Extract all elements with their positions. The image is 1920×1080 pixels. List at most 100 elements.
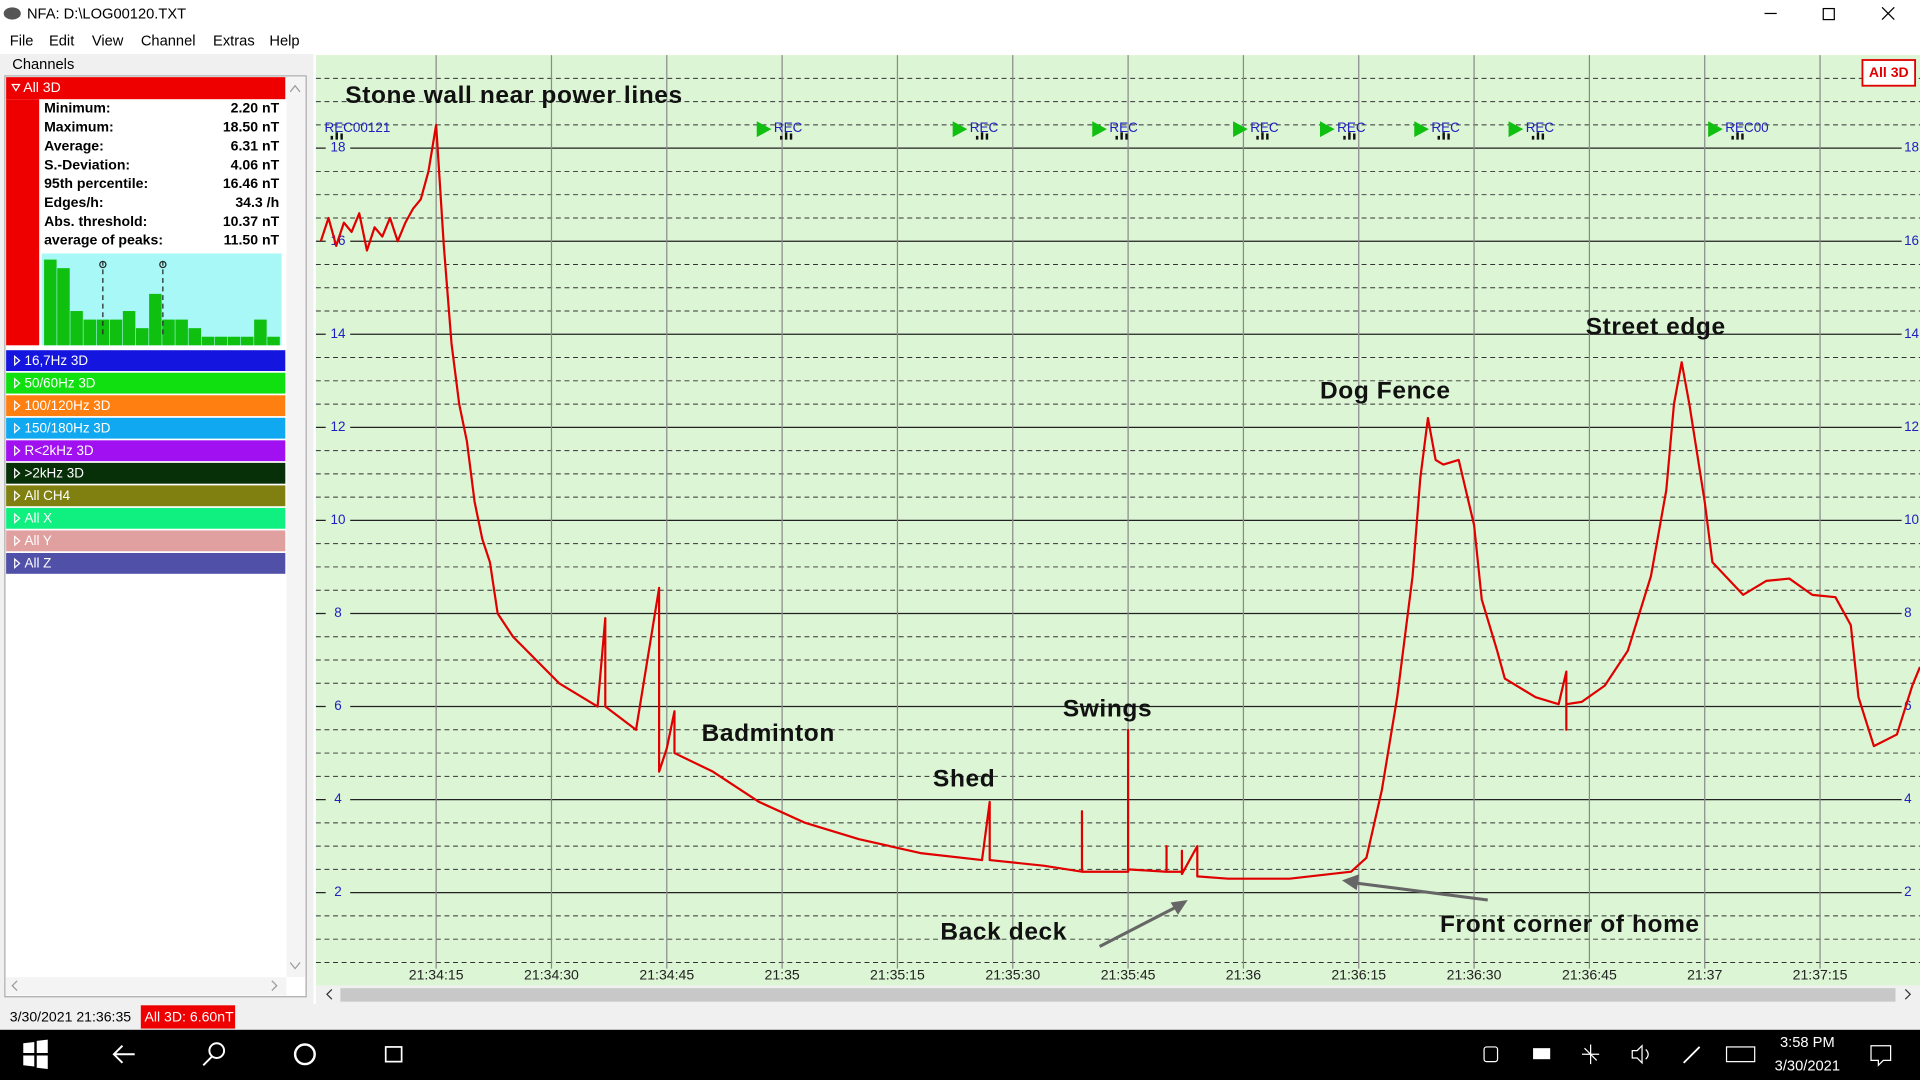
record-marker[interactable]: REC <box>1431 120 1460 135</box>
collapse-icon <box>14 354 21 367</box>
menu-item[interactable]: Help <box>269 34 299 50</box>
channel-row[interactable] <box>6 395 286 417</box>
record-marker[interactable]: REC <box>970 120 999 135</box>
record-marker[interactable]: REC <box>1337 120 1366 135</box>
scroll-arrows[interactable] <box>326 988 1912 1000</box>
tick-label-background <box>1901 511 1920 529</box>
play-marker[interactable] <box>1414 121 1429 138</box>
vertical-scrollbar[interactable] <box>286 77 305 978</box>
scroll-up[interactable] <box>289 84 301 93</box>
annotation: Stone wall near power lines <box>345 82 682 109</box>
menu-item[interactable]: Channel <box>141 34 196 50</box>
y-tick-label: 2 <box>334 884 341 899</box>
channel-row[interactable] <box>6 372 286 394</box>
channel-row[interactable] <box>6 552 286 574</box>
arrow <box>1354 881 1488 902</box>
clock-time[interactable]: 3:58 PM <box>1780 1035 1835 1051</box>
y-tick-label: 6 <box>334 698 341 713</box>
channel-row[interactable] <box>6 485 286 507</box>
y-tick-label: 18 <box>330 140 345 155</box>
histogram-bar <box>214 336 228 346</box>
play-marker[interactable] <box>1320 121 1335 138</box>
record-marker[interactable]: REC00121 <box>324 120 390 135</box>
channel-row[interactable] <box>6 530 286 552</box>
stat-value: 11.50 nT <box>224 232 280 248</box>
tick-label-background <box>1901 791 1920 809</box>
back-button[interactable] <box>112 1045 135 1064</box>
tick-label-background <box>1901 232 1920 250</box>
window-title: NFA: D:\LOG00120.TXT <box>27 7 186 23</box>
task-view-button[interactable] <box>384 1046 403 1063</box>
histogram-bar <box>109 319 123 346</box>
active-channel-row[interactable] <box>6 77 286 100</box>
play-marker[interactable] <box>756 121 772 138</box>
close-button[interactable] <box>1881 6 1895 21</box>
pen-icon[interactable] <box>1683 1046 1701 1064</box>
stat-label: Edges/h: <box>44 194 103 210</box>
annotation: Front corner of home <box>1440 911 1700 938</box>
menu-item[interactable]: View <box>92 34 124 50</box>
arrow <box>1098 904 1179 948</box>
status-bar <box>0 1004 1920 1030</box>
horizontal-scrollbar[interactable] <box>6 977 287 996</box>
channel-row[interactable] <box>6 507 286 529</box>
y-tick-label-right: 16 <box>1904 233 1919 248</box>
record-marker[interactable]: REC <box>1250 120 1279 135</box>
collapse-icon <box>14 512 21 524</box>
menu-item[interactable]: Edit <box>49 34 74 50</box>
record-ticks <box>1115 132 1128 140</box>
play-marker[interactable] <box>1708 121 1723 138</box>
histogram-bar <box>162 319 175 346</box>
menu-item[interactable]: File <box>10 34 34 50</box>
volume-icon[interactable] <box>1631 1044 1649 1065</box>
stat-label: Average: <box>44 137 104 153</box>
channel-row[interactable] <box>6 417 286 439</box>
play-marker[interactable] <box>952 121 968 138</box>
record-marker[interactable]: REC <box>1109 120 1138 135</box>
play-marker[interactable] <box>1092 121 1107 138</box>
start-button[interactable] <box>23 1039 48 1069</box>
search-handle <box>202 1056 213 1066</box>
histogram-bar <box>135 328 149 346</box>
keyboard-icon[interactable] <box>1725 1046 1756 1063</box>
airplane-icon[interactable] <box>1582 1044 1600 1065</box>
scroll-thumb[interactable] <box>340 988 1896 1002</box>
data-line <box>319 123 1920 880</box>
record-ticks <box>1343 132 1356 140</box>
cortana-button[interactable] <box>293 1043 316 1066</box>
battery-icon[interactable] <box>1533 1048 1551 1060</box>
stat-value: 16.46 nT <box>223 175 280 191</box>
menu-item[interactable]: Extras <box>213 34 255 50</box>
channel-name: 100/120Hz 3D <box>24 398 110 413</box>
tick-label-background <box>325 139 351 157</box>
play-marker[interactable] <box>1508 121 1524 138</box>
channel-row[interactable] <box>6 462 286 484</box>
notifications-icon[interactable] <box>1870 1045 1892 1067</box>
tick-label-background <box>325 791 351 809</box>
channel-label-box <box>1861 59 1917 87</box>
scroll-down[interactable] <box>289 962 301 970</box>
tray-icon[interactable] <box>1483 1046 1499 1063</box>
record-ticks <box>1437 132 1450 140</box>
scroll-arrows[interactable] <box>11 980 278 992</box>
clock-date[interactable]: 3/30/2021 <box>1775 1058 1840 1074</box>
restore-button[interactable] <box>1822 7 1835 21</box>
record-marker[interactable]: REC00 <box>1725 120 1768 135</box>
channel-row[interactable] <box>6 350 286 372</box>
play-marker[interactable] <box>1233 121 1248 138</box>
stat-value: 2.20 nT <box>231 100 280 116</box>
annotation: Shed <box>933 765 995 792</box>
y-tick-label-right: 12 <box>1904 419 1919 434</box>
record-marker[interactable]: REC <box>774 120 803 135</box>
record-marker[interactable]: REC <box>1526 120 1555 135</box>
search-button[interactable] <box>208 1042 226 1059</box>
collapse-icon <box>14 377 21 389</box>
x-tick-label: 21:36:45 <box>1562 967 1617 983</box>
channel-row[interactable] <box>6 440 286 462</box>
x-tick-label: 21:35:45 <box>1101 967 1156 983</box>
tick-label-background <box>1901 604 1920 623</box>
collapse-icon <box>14 557 21 570</box>
y-tick-label-right: 4 <box>1904 791 1912 806</box>
histogram-bar <box>227 336 241 346</box>
